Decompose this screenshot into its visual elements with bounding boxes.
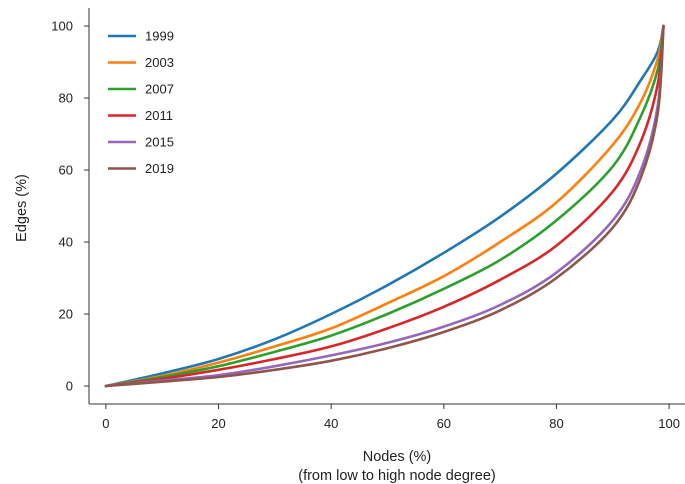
- axes: 0 20 40 60 80 100 0 20 40 60 80 100: [51, 8, 685, 431]
- series-line-2011: [104, 24, 665, 388]
- y-tick-label: 80: [59, 91, 73, 106]
- series-line-2015: [104, 24, 665, 388]
- legend-label-2003: 2003: [145, 55, 174, 70]
- legend-label-2019: 2019: [145, 161, 174, 176]
- legend-label-2011: 2011: [145, 108, 173, 123]
- y-tick-label: 60: [59, 163, 73, 178]
- series-line-1999: [104, 24, 665, 388]
- x-tick-label: 40: [324, 416, 338, 431]
- y-tick-label: 100: [51, 19, 73, 34]
- legend-label-2015: 2015: [145, 135, 174, 150]
- y-axis-title: Edges (%): [14, 174, 30, 242]
- y-tick-label: 40: [59, 235, 73, 250]
- x-tick-label: 20: [211, 416, 225, 431]
- y-tick-label: 20: [59, 307, 73, 322]
- legend-label-1999: 1999: [145, 29, 174, 44]
- legend: 1999 2003 2007 2011 2015 2019: [108, 29, 174, 176]
- x-tick-label: 0: [102, 416, 109, 431]
- series-lines: [104, 24, 665, 388]
- x-axis-subtitle: (from low to high node degree): [298, 468, 495, 484]
- x-axis-title: Nodes (%): [363, 449, 432, 465]
- series-line-2007: [104, 24, 665, 388]
- y-tick-label: 0: [66, 379, 73, 394]
- x-tick-label: 100: [658, 416, 680, 431]
- x-tick-label: 80: [549, 416, 563, 431]
- legend-label-2007: 2007: [145, 82, 174, 97]
- series-line-2003: [104, 24, 665, 388]
- series-line-2019: [104, 24, 665, 388]
- x-tick-label: 60: [437, 416, 451, 431]
